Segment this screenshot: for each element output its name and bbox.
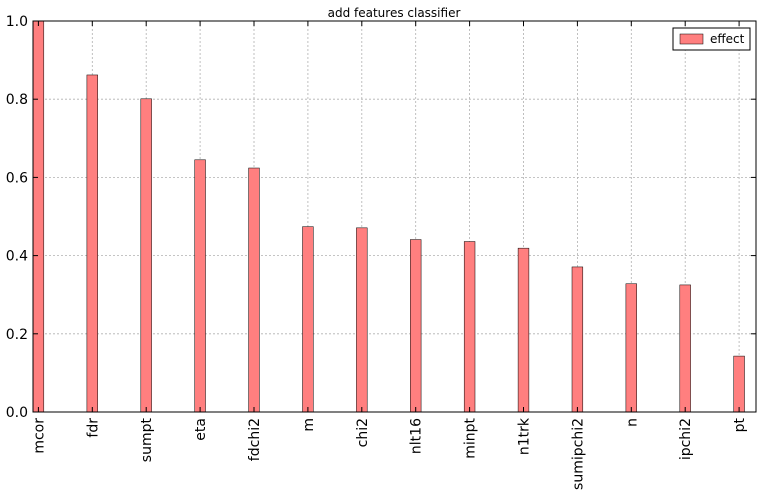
legend-swatch (679, 33, 704, 45)
chart-title: add features classifier (328, 6, 461, 20)
bar-minpt (463, 241, 476, 413)
bar-chi2 (356, 227, 368, 413)
x-tick-label: sumpt (139, 417, 155, 462)
bar-n1trk (517, 247, 530, 413)
y-tick-label: 0.6 (6, 170, 28, 186)
legend: effect (672, 27, 751, 51)
y-tick-label: 0.4 (6, 249, 28, 265)
x-tick-label: ipchi2 (678, 418, 694, 460)
x-tick-label: n (624, 418, 640, 427)
y-tick-label: 0.2 (6, 327, 28, 343)
bar-nlt16 (410, 239, 422, 413)
x-tick-label: minpt (463, 417, 479, 458)
x-tick-labels: mcor fdr sumpt eta fdchi2 m chi2 nlt16 minpt n1tr… (31, 417, 748, 490)
x-tick-label: fdr (85, 418, 101, 438)
x-tick-label: pt (732, 418, 748, 433)
x-tick-label: sumipchi2 (570, 418, 586, 490)
bar-sumpt (140, 98, 152, 413)
y-tick-label: 1.0 (6, 14, 28, 30)
bar-fdchi2 (248, 167, 260, 413)
y-tick-label: 0.0 (6, 405, 28, 421)
x-tick-label: n1trk (517, 417, 533, 455)
bar-mcor (32, 20, 45, 413)
bar-sumipchi2 (571, 266, 584, 413)
legend-box (672, 27, 751, 51)
y-tick-labels: 0.0 0.2 0.4 0.6 0.8 1.0 (6, 14, 28, 421)
x-tick-label: eta (193, 418, 209, 441)
plot-frame (32, 20, 757, 413)
x-tick-label: chi2 (355, 418, 371, 447)
x-tick-label: mcor (31, 418, 47, 454)
bar-fdr (86, 74, 98, 413)
bar-ipchi2 (679, 284, 691, 413)
bars (32, 20, 745, 413)
legend-label: effect (710, 32, 745, 46)
x-tick-label: m (301, 418, 317, 432)
x-tick-label: fdchi2 (247, 418, 263, 461)
bar-pt (733, 355, 745, 413)
x-tick-label: nlt16 (409, 418, 425, 454)
y-tick-label: 0.8 (6, 92, 28, 108)
bar-n (625, 283, 637, 413)
ticks (33, 20, 756, 413)
bar-m (302, 226, 314, 413)
bar-eta (194, 159, 206, 413)
